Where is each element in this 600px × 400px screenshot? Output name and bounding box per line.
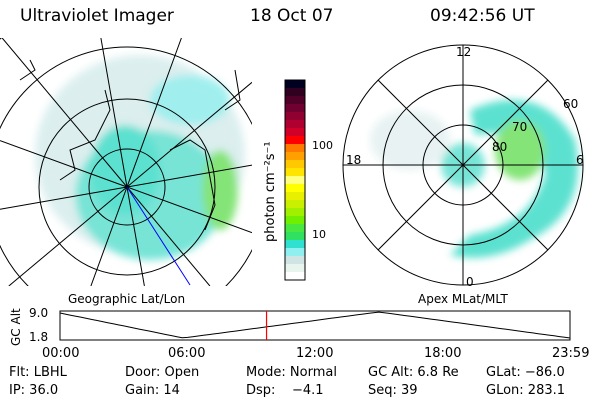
meridian-line <box>0 186 128 210</box>
ytick-9: 9.0 <box>29 306 49 320</box>
mlt-label-12: 12 <box>456 45 472 59</box>
ip: IP: 36.0 <box>9 383 59 398</box>
mlt-line <box>377 164 464 251</box>
mode: Mode: Normal <box>246 365 337 380</box>
meridian-line <box>90 186 128 286</box>
dsp-label: Dsp: <box>246 383 276 398</box>
seq: Seq: 39 <box>368 383 418 398</box>
date: 18 Oct 07 <box>250 6 334 26</box>
colorbar-band <box>285 104 305 113</box>
meridian-line <box>126 186 211 286</box>
colorbar-tick-100: 100 <box>312 139 333 152</box>
xtick-18: 18:00 <box>424 346 462 361</box>
colorbar-band <box>285 256 305 265</box>
meridian-line <box>1 38 128 188</box>
colorbar-band <box>285 272 305 281</box>
colorbar-band <box>285 168 305 177</box>
meridian-line <box>126 186 252 234</box>
colorbar-band <box>285 160 305 169</box>
colorbar-band <box>285 240 305 249</box>
dsp-value: −4.1 <box>292 383 324 398</box>
xtick-12: 12:00 <box>296 346 334 361</box>
meridian-line <box>126 81 252 188</box>
colorbar-band <box>285 216 305 225</box>
mlt-line <box>462 164 549 251</box>
meridian-line <box>100 38 128 188</box>
colorbar-band <box>285 152 305 161</box>
colorbar-band <box>285 128 305 137</box>
geographic-map <box>0 38 252 286</box>
timeline-plot <box>59 310 571 341</box>
mlt-label-18: 18 <box>346 153 362 167</box>
door: Door: Open <box>125 365 200 380</box>
mlt-line <box>377 79 464 166</box>
colorbar-band <box>285 224 305 233</box>
meridian-line <box>126 38 182 188</box>
ytick-1.8: 1.8 <box>29 330 49 344</box>
mlt-line <box>462 79 549 166</box>
meridian-line <box>8 186 128 286</box>
colorbar-band <box>285 184 305 193</box>
colorbar-band <box>285 136 305 145</box>
mlt-label-0: 0 <box>466 275 474 289</box>
time: 09:42:56 UT <box>430 6 535 26</box>
magnetic-polar-plot <box>342 44 584 286</box>
glon: GLon: 283.1 <box>486 383 566 398</box>
lat-label-60: 60 <box>563 97 579 111</box>
colorbar-tick-10: 10 <box>312 228 326 241</box>
colorbar-band <box>285 176 305 185</box>
colorbar-band <box>285 264 305 273</box>
right-map-label: Apex MLat/MLT <box>418 292 508 306</box>
gain: Gain: 14 <box>125 383 180 398</box>
xtick-2359: 23:59 <box>552 346 590 361</box>
meridian-line <box>126 186 145 286</box>
colorbar-band <box>285 200 305 209</box>
colorbar-band <box>285 232 305 241</box>
colorbar <box>284 79 306 281</box>
gc-alt: GC Alt: 6.8 Re <box>368 365 459 380</box>
colorbar-band <box>285 208 305 217</box>
colorbar-band <box>285 96 305 105</box>
colorbar-band <box>285 192 305 201</box>
colorbar-band <box>285 144 305 153</box>
glat: GLat: −86.0 <box>486 365 565 380</box>
colorbar-band <box>285 120 305 129</box>
meridian-line <box>126 164 252 188</box>
filter: Flt: LBHL <box>9 365 67 380</box>
left-map-label: Geographic Lat/Lon <box>68 292 186 306</box>
colorbar-label: photon cm⁻²s⁻¹ <box>263 141 278 242</box>
xtick-0: 00:00 <box>42 346 80 361</box>
lat-label-70: 70 <box>512 120 528 134</box>
meridian-line <box>0 140 128 188</box>
colorbar-band <box>285 80 305 89</box>
timeline-ylabel: GC Alt <box>9 308 23 346</box>
lat-label-80: 80 <box>492 140 508 154</box>
instrument-title: Ultraviolet Imager <box>20 6 174 26</box>
colorbar-band <box>285 112 305 121</box>
colorbar-band <box>285 248 305 257</box>
xtick-6: 06:00 <box>168 346 206 361</box>
colorbar-frame <box>284 79 306 281</box>
colorbar-band <box>285 88 305 97</box>
mlt-label-6: 6 <box>576 153 584 167</box>
